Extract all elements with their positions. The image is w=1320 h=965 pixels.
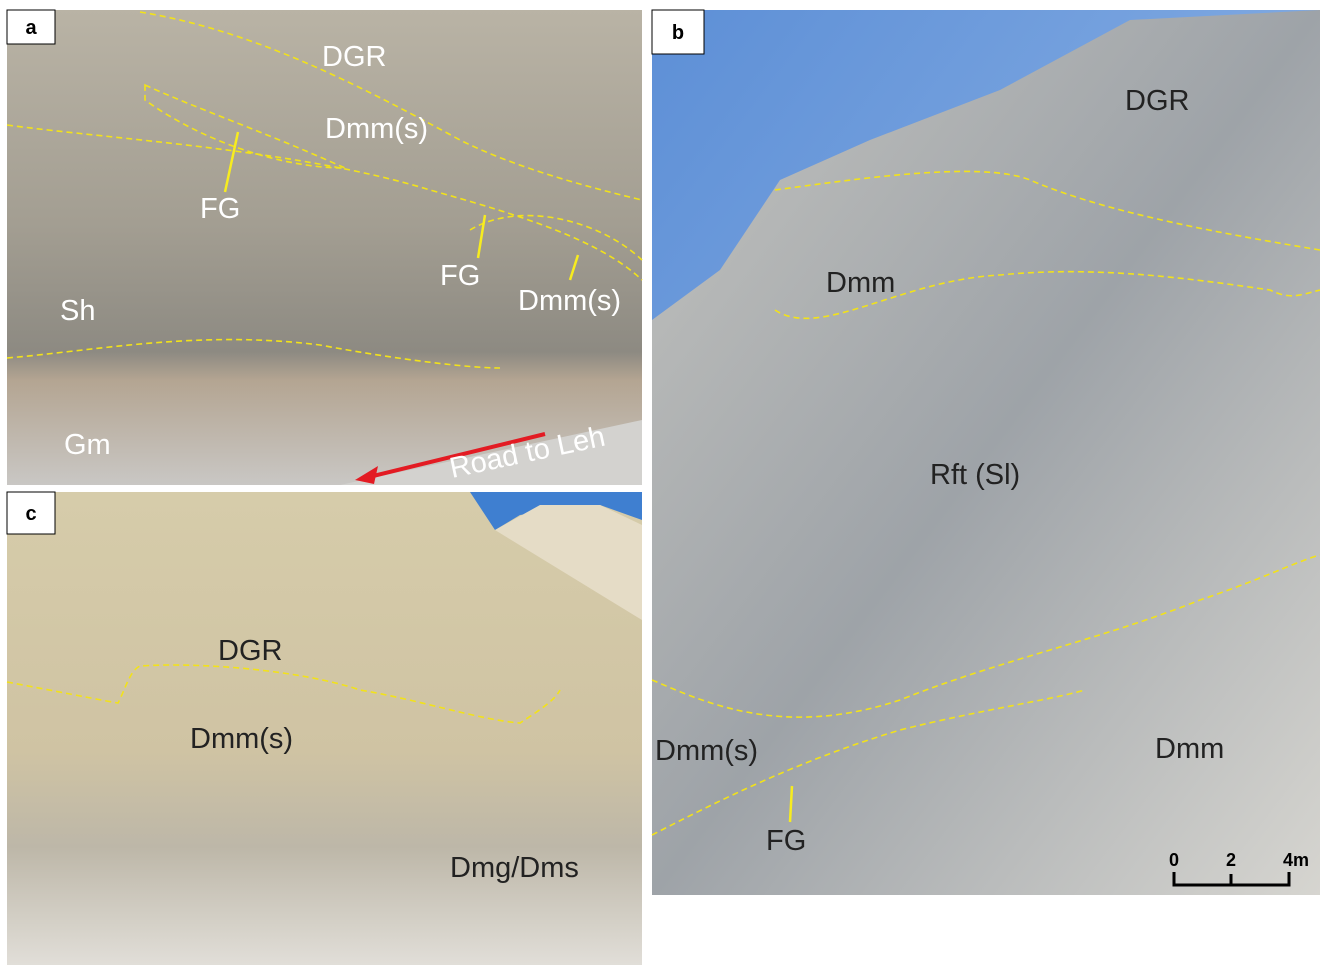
unit-label: DGR <box>322 41 386 73</box>
unit-label: DGR <box>1125 85 1189 117</box>
unit-label: DGR <box>218 635 282 667</box>
unit-label: Sh <box>60 295 95 327</box>
panel-a: a DGR Dmm(s) FG FG Dmm(s) Sh Gm Road to … <box>7 10 642 485</box>
unit-label: Dmm <box>826 267 895 299</box>
unit-label: FG <box>766 825 806 857</box>
unit-label: Dmm(s) <box>190 723 293 755</box>
unit-label: Rft (Sl) <box>930 459 1020 491</box>
unit-label: FG <box>440 260 480 292</box>
panel-letter: b <box>672 22 684 44</box>
unit-label: Dmm(s) <box>518 285 621 317</box>
unit-label: Gm <box>64 429 111 461</box>
unit-label: Dmm(s) <box>655 735 758 767</box>
unit-label: Dmm <box>1155 733 1224 765</box>
scale-label: 4m <box>1283 850 1309 870</box>
unit-label: FG <box>200 193 240 225</box>
unit-label: Dmm(s) <box>325 113 428 145</box>
photo <box>7 10 642 485</box>
scale-label: 0 <box>1169 850 1179 870</box>
photo <box>7 492 642 965</box>
panel-letter: a <box>25 17 37 39</box>
unit-label: Dmg/Dms <box>450 852 579 884</box>
panel-c: c DGR Dmm(s) Dmg/Dms <box>7 492 642 965</box>
panel-letter: c <box>25 503 36 525</box>
figure: a DGR Dmm(s) FG FG Dmm(s) Sh Gm Road to … <box>0 0 1320 965</box>
scale-label: 2 <box>1226 850 1236 870</box>
panel-b: b DGR Dmm Rft (Sl) Dmm(s) Dmm FG 0 2 4m <box>652 10 1320 895</box>
